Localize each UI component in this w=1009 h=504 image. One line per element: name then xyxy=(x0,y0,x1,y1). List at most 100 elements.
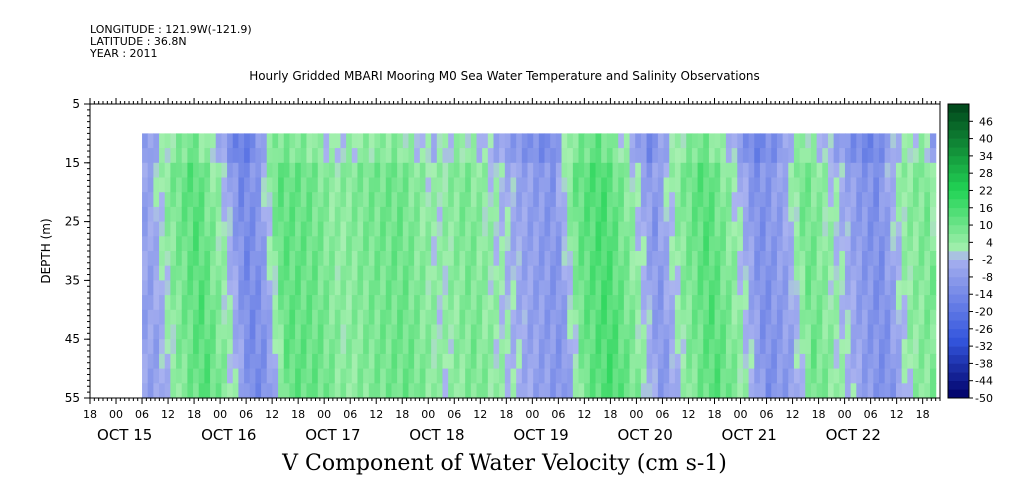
heatmap-cell xyxy=(465,309,472,326)
heatmap-cell xyxy=(878,192,886,208)
heatmap-cell xyxy=(499,251,506,267)
heatmap-cell xyxy=(425,383,432,399)
heatmap-cell xyxy=(204,353,211,370)
heatmap-cell xyxy=(584,221,591,237)
heatmap-cell xyxy=(827,177,835,193)
heatmap-cell xyxy=(555,295,563,311)
heatmap-cell xyxy=(351,383,359,399)
heatmap-cell xyxy=(374,221,381,237)
heatmap-cell xyxy=(912,206,920,223)
heatmap-cell xyxy=(856,265,863,281)
heatmap-cell xyxy=(176,353,183,370)
heatmap-cell xyxy=(278,221,285,237)
heatmap-cell xyxy=(878,177,886,193)
heatmap-cell xyxy=(232,192,240,208)
heatmap-cell xyxy=(578,251,585,267)
heatmap-cell xyxy=(312,251,319,267)
heatmap-cell xyxy=(499,295,506,311)
heatmap-cell xyxy=(867,162,874,179)
heatmap-cell xyxy=(782,295,789,311)
heatmap-cell xyxy=(629,353,636,370)
heatmap-cell xyxy=(368,309,376,326)
heatmap-cell xyxy=(419,162,427,179)
heatmap-cell xyxy=(266,236,274,252)
heatmap-cell xyxy=(584,309,591,326)
heatmap-cell xyxy=(816,162,823,179)
heatmap-cell xyxy=(431,133,438,149)
heatmap-cell xyxy=(748,221,755,237)
heatmap-cell xyxy=(918,353,925,370)
heatmap-cell xyxy=(312,324,319,340)
heatmap-cell xyxy=(527,206,534,223)
heatmap-cell xyxy=(357,251,364,267)
heatmap-cell xyxy=(822,192,829,208)
heatmap-cell xyxy=(159,221,166,237)
heatmap-cell xyxy=(708,265,716,281)
heatmap-cell xyxy=(839,251,846,267)
heatmap-cell xyxy=(482,236,489,252)
x-hour-label: 06 xyxy=(239,408,253,421)
heatmap-cell xyxy=(867,353,874,370)
heatmap-cell xyxy=(181,353,188,370)
heatmap-cell xyxy=(725,280,733,296)
heatmap-cell xyxy=(249,206,257,223)
heatmap-cell xyxy=(686,221,693,237)
heatmap-cell xyxy=(555,339,563,355)
heatmap-cell xyxy=(601,280,608,296)
heatmap-cell xyxy=(176,251,183,267)
heatmap-cell xyxy=(680,265,687,281)
heatmap-cell xyxy=(278,265,285,281)
heatmap-cell xyxy=(521,309,529,326)
heatmap-cell xyxy=(453,295,461,311)
heatmap-cell xyxy=(221,162,228,179)
heatmap-cell xyxy=(901,236,908,252)
heatmap-cell xyxy=(408,324,415,340)
heatmap-cell xyxy=(329,148,336,164)
heatmap-cell xyxy=(895,221,903,237)
heatmap-cell xyxy=(459,206,466,223)
heatmap-cell xyxy=(623,148,631,164)
heatmap-cell xyxy=(204,133,211,149)
heatmap-cell xyxy=(340,192,347,208)
heatmap-cell xyxy=(181,221,188,237)
heatmap-cell xyxy=(516,353,523,370)
heatmap-cell xyxy=(680,236,687,252)
heatmap-cell xyxy=(714,368,721,384)
heatmap-cell xyxy=(431,295,438,311)
heatmap-cell xyxy=(204,221,211,237)
heatmap-cell xyxy=(776,295,784,311)
heatmap-cell xyxy=(697,265,704,281)
heatmap-cell xyxy=(714,383,721,399)
heatmap-cell xyxy=(198,265,205,281)
heatmap-cell xyxy=(618,265,625,281)
heatmap-cell xyxy=(261,177,268,193)
heatmap-cell xyxy=(516,236,523,252)
heatmap-cell xyxy=(238,177,245,193)
heatmap-cell xyxy=(635,339,642,355)
heatmap-cell xyxy=(697,177,704,193)
heatmap-cell xyxy=(210,221,217,237)
heatmap-cell xyxy=(266,206,274,223)
heatmap-cell xyxy=(550,236,557,252)
heatmap-cell xyxy=(142,368,149,384)
heatmap-cell xyxy=(550,280,557,296)
heatmap-cell xyxy=(601,265,608,281)
heatmap-cell xyxy=(652,339,659,355)
colorbar-label: -44 xyxy=(975,375,993,388)
colorbar-segment xyxy=(948,129,969,139)
heatmap-cell xyxy=(187,265,194,281)
heatmap-cell xyxy=(397,353,404,370)
heatmap-cell xyxy=(663,324,670,340)
heatmap-cell xyxy=(595,177,602,193)
heatmap-cell xyxy=(487,206,495,223)
heatmap-cell xyxy=(499,177,506,193)
heatmap-cell xyxy=(453,133,461,149)
heatmap-cell xyxy=(674,206,682,223)
heatmap-cell xyxy=(453,148,461,164)
colorbar-segment xyxy=(948,207,969,217)
heatmap-cell xyxy=(708,162,716,179)
heatmap-cell xyxy=(669,148,676,164)
heatmap-cell xyxy=(419,177,427,193)
x-hour-label: 00 xyxy=(213,408,227,421)
heatmap-cell xyxy=(380,192,387,208)
